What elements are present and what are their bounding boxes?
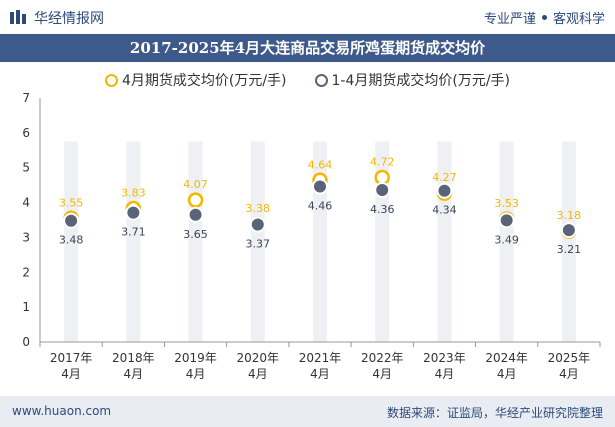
legend-marker-series1-icon [104,73,118,87]
series1-data-label: 3.53 [494,197,519,210]
series2-point [63,212,80,229]
chart-title: 2017-2025年4月大连商品交易所鸡蛋期货成交均价 [0,34,615,62]
legend: 4月期货成交均价(万元/手) 1-4月期货成交均价(万元/手) [0,70,615,90]
column-band [188,141,203,342]
x-tick-label: 2024年 4月 [485,351,528,381]
x-tick-label: 2019年 4月 [174,351,217,381]
top-bar: 华经情报网 专业严谨 客观科学 [0,0,615,34]
series1-data-label: 4.64 [308,158,333,171]
y-tick-label: 5 [22,161,30,175]
y-tick-label: 0 [22,335,30,349]
series1-data-label: 4.27 [432,171,457,184]
series2-point [249,216,266,233]
series2-point [436,182,453,199]
y-tick-label: 6 [22,126,30,140]
series2-data-label: 3.21 [557,243,582,256]
column-band [561,141,576,342]
series1-point [187,192,204,208]
chart: 0 1 2 3 4 5 6 7 2017年 4月 2018年 4月 2019年 4月 2020年 4月 2021… [22,91,601,381]
series2-point [187,206,204,223]
series2-data-label: 4.34 [432,204,457,217]
logo-text: 华经情报网 [34,11,104,27]
legend-label-series1: 4月期货成交均价(万元/手) [121,73,287,89]
separator-dot-icon [541,15,547,20]
legend-marker-series2-icon [314,73,328,87]
tagline-left: 专业严谨 [483,12,536,27]
legend-item-series2: 1-4月期货成交均价(万元/手) [314,70,511,90]
series2-point [312,178,328,195]
series2-point [125,204,142,221]
series1-data-label: 3.18 [557,209,582,222]
column-band [313,141,327,342]
column-band [64,141,79,342]
series2-point [374,182,391,199]
x-tick-label: 2020年 4月 [237,351,280,381]
series1-data-label: 3.38 [246,202,271,215]
series1-data-label: 3.83 [121,186,146,199]
series1-data-label: 4.72 [370,155,395,168]
y-tick-label: 4 [22,196,30,210]
series2-data-label: 4.36 [370,203,395,216]
x-tick-label: 2022年 4月 [361,351,404,381]
tagline-right: 客观科学 [552,12,605,27]
series2-point [560,222,577,239]
y-tick-label: 3 [22,230,30,244]
tagline: 专业严谨 客观科学 [484,8,605,27]
x-tick-label: 2023年 4月 [423,351,466,381]
series2-data-label: 3.37 [246,238,271,251]
logo-icon [10,10,26,24]
footer-website[interactable]: www.huaon.com [12,404,112,418]
x-tick-label: 2017年 4月 [50,351,93,381]
legend-item-series1: 4月期货成交均价(万元/手) [104,70,287,90]
x-tick-label: 2018年 4月 [112,351,155,381]
column-band [250,141,265,342]
x-tick-label: 2025年 4月 [548,351,591,381]
series1-data-label: 4.07 [183,178,208,191]
series2-data-label: 3.65 [183,228,208,241]
series2-point [498,212,515,229]
column-band [499,141,514,342]
column-band [126,141,141,342]
series2-data-label: 3.71 [121,226,146,239]
y-tick-label: 7 [22,91,30,105]
series1-data-label: 3.55 [59,196,84,209]
series2-data-label: 3.48 [59,234,84,247]
x-tick-label: 2021年 4月 [299,351,342,381]
footer: www.huaon.com 数据来源：证监局，华经产业研究院整理 [0,396,615,427]
series2-data-label: 4.46 [308,200,333,213]
y-tick-label: 1 [22,300,30,314]
series2-data-label: 3.49 [494,233,519,246]
y-tick-label: 2 [22,265,30,279]
footer-source: 数据来源：证监局，华经产业研究院整理 [386,406,603,420]
legend-label-series2: 1-4月期货成交均价(万元/手) [331,73,511,89]
